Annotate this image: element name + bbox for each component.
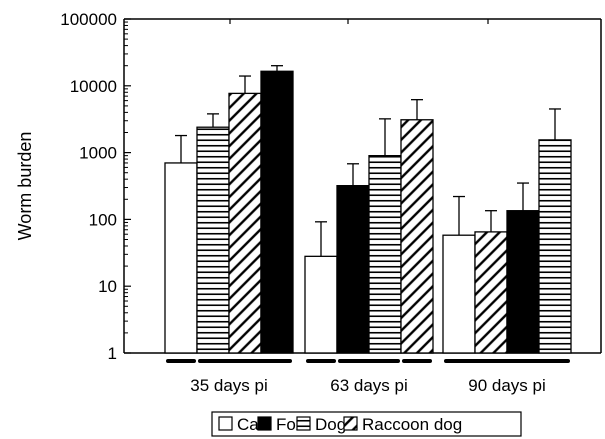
y-ticks: 1 10 100 1000 10000 100000 bbox=[60, 10, 131, 363]
bar bbox=[336, 185, 370, 354]
y-axis-title: Worm burden bbox=[15, 132, 35, 241]
x-tick-label: 63 days pi bbox=[330, 376, 408, 395]
bar bbox=[304, 255, 338, 354]
bar bbox=[228, 92, 262, 354]
legend: Cat Fox Dog Raccoon dog bbox=[211, 411, 522, 437]
legend-swatch bbox=[343, 416, 358, 431]
bar bbox=[538, 139, 572, 354]
legend-swatch bbox=[218, 416, 233, 431]
y-tick-label: 100 bbox=[89, 210, 117, 229]
y-tick-label: 1 bbox=[108, 344, 117, 363]
bar bbox=[196, 126, 230, 354]
x-tick-label: 35 days pi bbox=[190, 376, 268, 395]
x-tick-labels: 35 days pi 63 days pi 90 days pi bbox=[190, 376, 546, 395]
legend-swatch bbox=[296, 416, 311, 431]
legend-label: Raccoon dog bbox=[362, 415, 462, 434]
legend-label: Dog bbox=[315, 415, 346, 434]
legend-label: Cat bbox=[237, 415, 264, 434]
bar bbox=[400, 119, 434, 354]
x-tick-label: 90 days pi bbox=[468, 376, 546, 395]
bar bbox=[474, 231, 508, 354]
legend-swatch bbox=[257, 416, 272, 431]
bar bbox=[442, 234, 476, 354]
y-tick-label: 1000 bbox=[79, 144, 117, 163]
y-tick-label: 10000 bbox=[70, 77, 117, 96]
y-tick-label: 100000 bbox=[60, 10, 117, 29]
bar bbox=[260, 70, 294, 354]
y-tick-label: 10 bbox=[98, 277, 117, 296]
bar bbox=[164, 162, 198, 354]
bar bbox=[368, 155, 402, 354]
bar bbox=[506, 210, 540, 354]
bars bbox=[164, 65, 572, 354]
